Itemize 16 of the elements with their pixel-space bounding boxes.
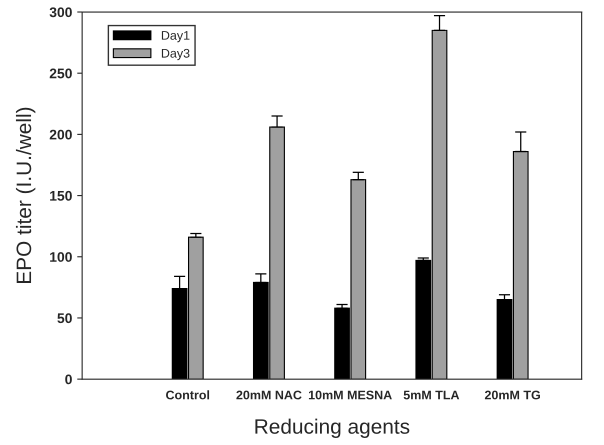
- y-tick-label: 300: [50, 7, 72, 18]
- y-tick-label: 0: [65, 374, 72, 384]
- x-tick-label: 20mM NAC: [236, 390, 302, 400]
- x-axis-title: Reducing agents: [255, 418, 410, 438]
- y-axis-title: EPO titer (I.U./well): [16, 108, 36, 283]
- y-tick-label: 250: [50, 68, 72, 78]
- y-tick-label: 100: [50, 252, 72, 262]
- x-tick-label: Control: [166, 390, 210, 400]
- y-tick-label: 200: [50, 130, 72, 140]
- x-tick-label: 5mM TLA: [404, 390, 460, 400]
- y-tick-label: 50: [57, 313, 72, 324]
- legend-label: Day3: [162, 48, 190, 60]
- x-tick-label: 10mM MESNA: [308, 390, 392, 400]
- y-tick-label: 150: [50, 190, 72, 201]
- legend-label: Day1: [162, 31, 190, 42]
- x-tick-label: 20mM TG: [484, 390, 540, 400]
